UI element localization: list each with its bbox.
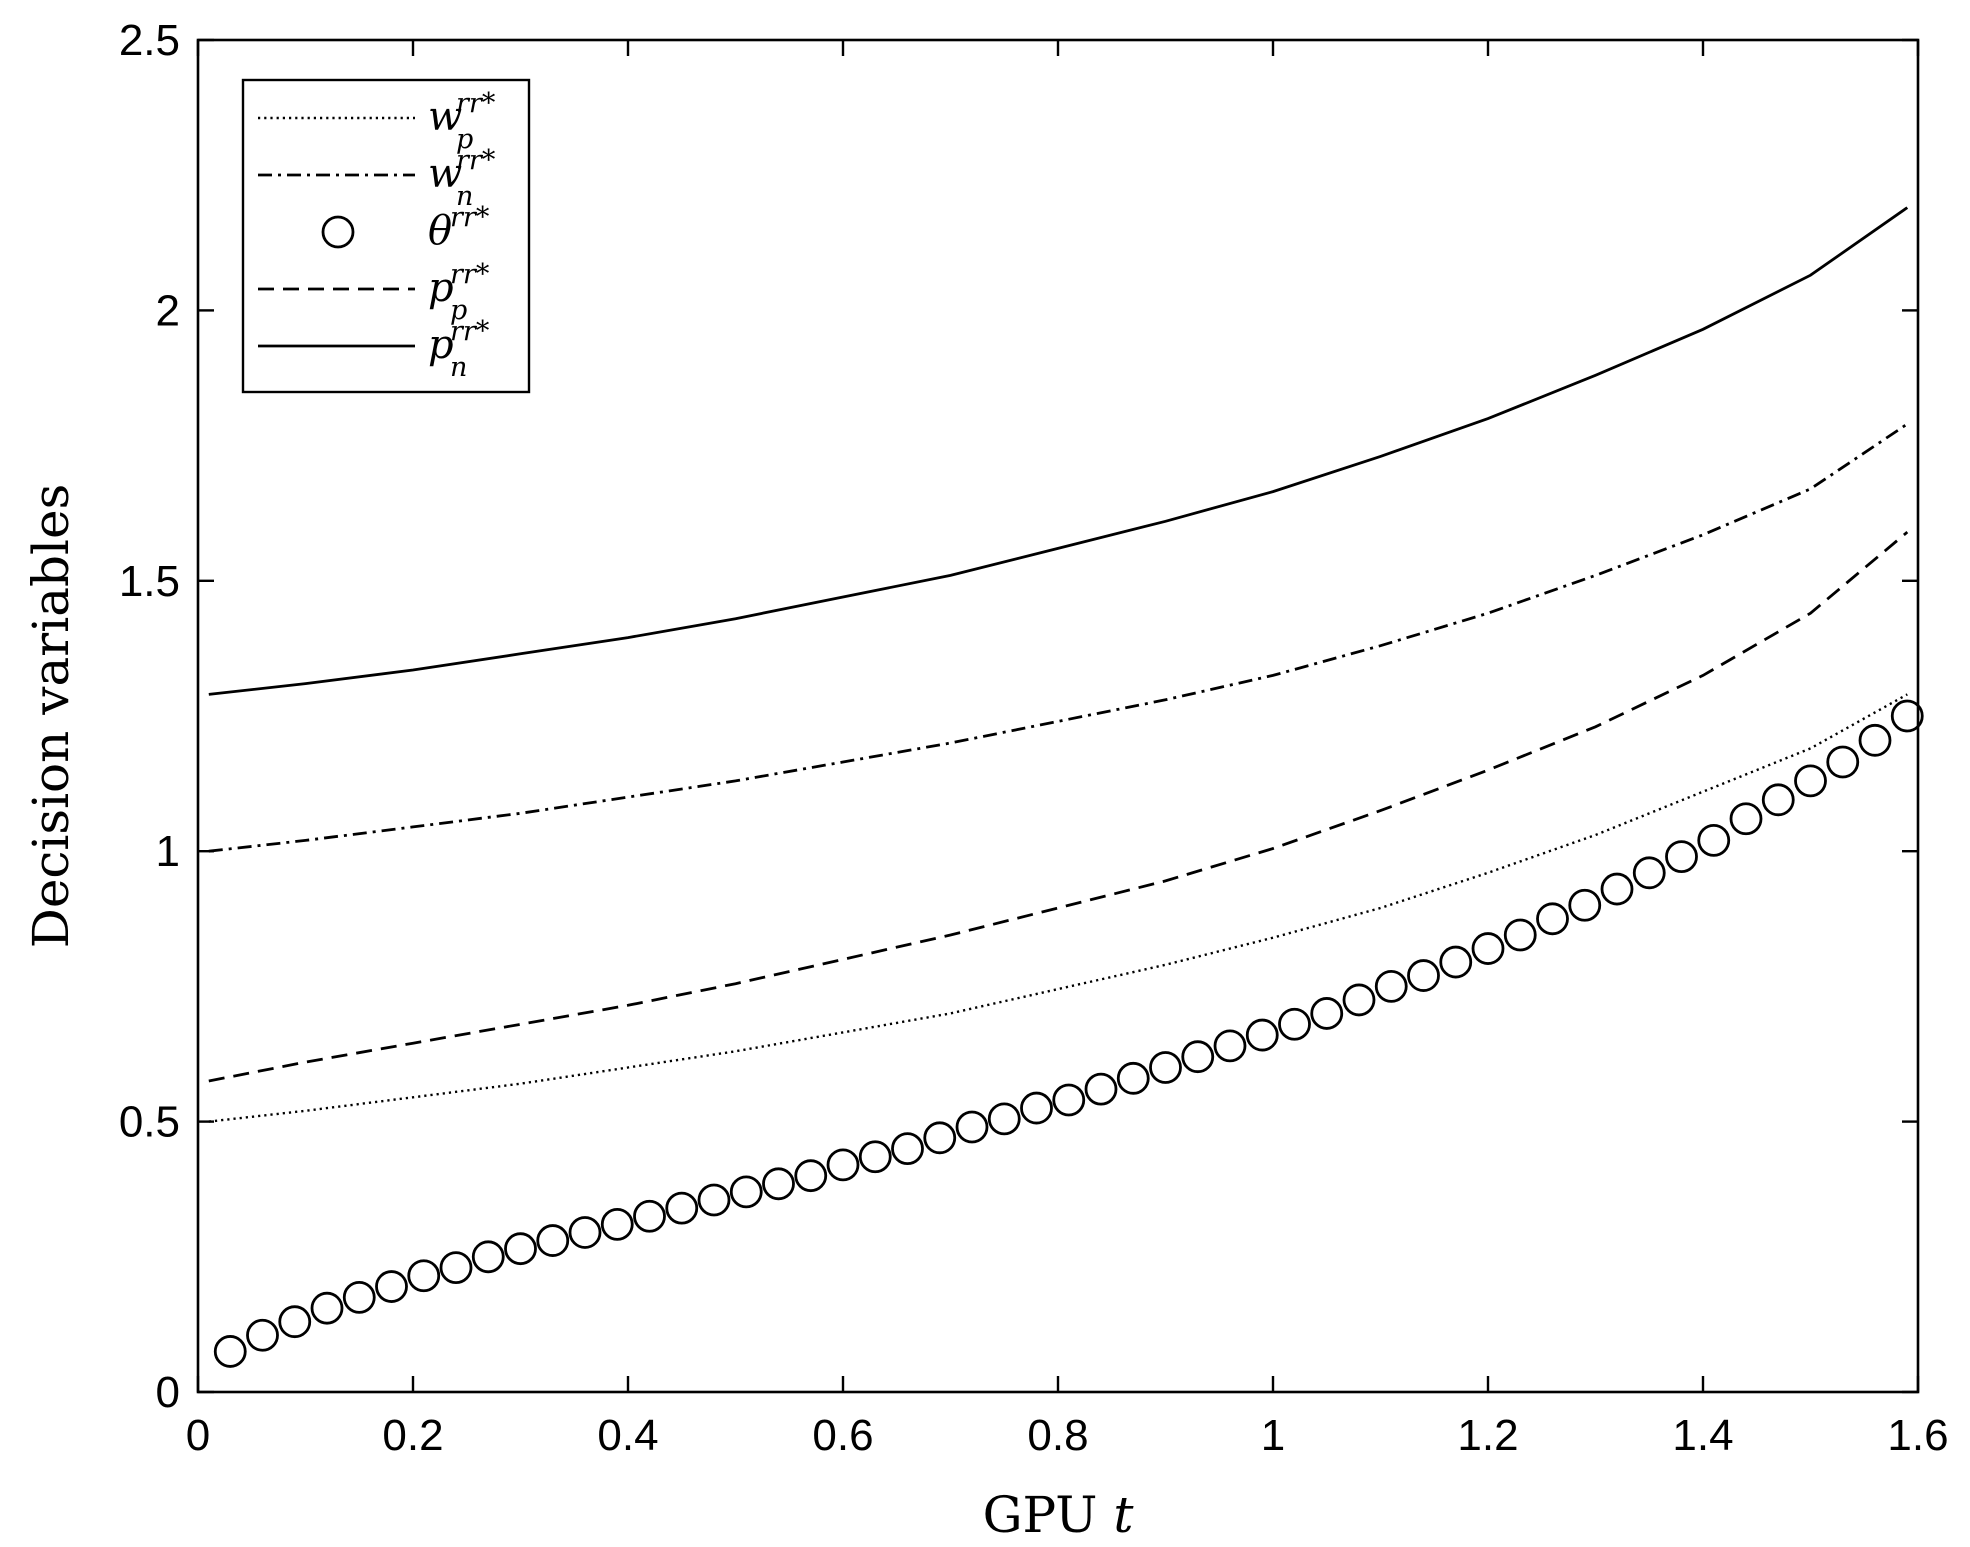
data-point xyxy=(858,1140,892,1174)
data-point xyxy=(568,1216,602,1249)
data-point xyxy=(1858,723,1892,757)
x-axis-title: GPU t xyxy=(983,1486,1135,1542)
data-point xyxy=(1632,856,1666,890)
data-point xyxy=(1407,959,1440,992)
data-point xyxy=(1213,1029,1247,1063)
x-tick-label: 0 xyxy=(186,1411,210,1460)
data-point xyxy=(1697,823,1731,857)
data-point xyxy=(665,1191,699,1225)
y-tick-label: 0.5 xyxy=(119,1098,180,1147)
legend-item: wrr* n xyxy=(258,145,496,212)
data-point xyxy=(1278,1007,1311,1041)
data-point xyxy=(826,1148,860,1182)
data-point xyxy=(923,1121,957,1155)
series-line xyxy=(208,531,1909,1083)
series-4 xyxy=(208,531,1909,1083)
legend-label: wrr* p xyxy=(428,88,496,155)
data-point xyxy=(1149,1051,1182,1084)
y-tick-label: 1 xyxy=(156,827,180,876)
legend-item: θrr* xyxy=(321,202,490,254)
x-tick-label: 0.8 xyxy=(1027,1411,1088,1460)
data-point xyxy=(1729,802,1763,836)
data-point xyxy=(600,1207,634,1241)
data-point xyxy=(633,1199,666,1233)
data-point xyxy=(1794,764,1827,798)
data-point xyxy=(1665,840,1698,874)
data-point xyxy=(1761,783,1795,817)
data-point xyxy=(1890,699,1924,733)
data-point xyxy=(439,1251,473,1285)
legend-item: wrr* p xyxy=(258,88,496,155)
series-line xyxy=(208,206,1909,696)
y-tick-label: 2.5 xyxy=(119,16,180,65)
series-1 xyxy=(208,693,1908,1123)
data-point xyxy=(1503,918,1537,952)
data-point xyxy=(1826,745,1860,779)
data-point xyxy=(1536,902,1569,936)
legend-marker xyxy=(321,215,355,249)
data-point xyxy=(891,1132,924,1166)
data-point xyxy=(1020,1091,1053,1125)
data-point xyxy=(471,1240,505,1274)
data-point xyxy=(342,1280,376,1314)
data-point xyxy=(1342,983,1376,1017)
data-point xyxy=(310,1291,344,1325)
data-point xyxy=(762,1167,795,1201)
data-point xyxy=(213,1335,247,1368)
data-point xyxy=(1084,1072,1118,1106)
data-point xyxy=(1568,888,1602,922)
data-point xyxy=(1310,997,1344,1030)
x-tick-label: 0.6 xyxy=(812,1411,873,1460)
x-tick-label: 1.4 xyxy=(1672,1411,1733,1460)
legend-item: prr* n xyxy=(258,316,490,383)
data-point xyxy=(536,1224,570,1257)
x-tick-label: 1 xyxy=(1261,1411,1285,1460)
data-point xyxy=(729,1175,763,1209)
series-3 xyxy=(213,699,1924,1368)
data-point xyxy=(697,1183,731,1217)
legend-label: prr* n xyxy=(428,316,490,383)
data-point xyxy=(955,1110,989,1144)
data-point xyxy=(1116,1061,1150,1095)
legend-label: wrr* n xyxy=(428,145,496,212)
data-point xyxy=(1439,945,1473,979)
legend-item: prr* p xyxy=(258,259,490,326)
x-tick-label: 1.2 xyxy=(1457,1411,1518,1460)
data-point xyxy=(1600,872,1634,906)
x-axis: 0 0.2 0.4 0.6 0.8 1 1.2 1.4 1.6 xyxy=(186,40,1949,1460)
data-point xyxy=(794,1159,828,1193)
x-tick-label: 0.2 xyxy=(382,1411,443,1460)
data-point xyxy=(246,1318,279,1352)
x-tick-label: 1.6 xyxy=(1887,1411,1948,1460)
legend-box xyxy=(241,78,531,394)
data-point xyxy=(1245,1018,1279,1052)
y-axis-title: Decision variables xyxy=(22,484,80,949)
x-tick-label: 0.4 xyxy=(597,1411,658,1460)
series-2 xyxy=(208,422,1909,853)
data-point xyxy=(1471,932,1505,965)
data-point xyxy=(1052,1083,1086,1117)
data-point xyxy=(987,1102,1021,1136)
data-point xyxy=(1374,970,1408,1003)
series-line xyxy=(208,693,1908,1123)
y-tick-label: 2 xyxy=(156,286,180,335)
plot-series xyxy=(208,206,1924,1368)
data-point xyxy=(375,1270,408,1303)
series-line xyxy=(208,422,1909,853)
legend-label: θrr* xyxy=(428,202,490,254)
legend-label: prr* p xyxy=(428,259,490,326)
y-axis: 0 0.5 1 1.5 2 2.5 xyxy=(119,16,1918,1417)
data-point xyxy=(278,1305,312,1339)
y-tick-label: 0 xyxy=(156,1368,180,1417)
y-tick-label: 1.5 xyxy=(119,557,180,606)
data-point xyxy=(504,1232,537,1266)
data-point xyxy=(407,1259,441,1293)
data-point xyxy=(1181,1040,1215,1074)
series-5 xyxy=(208,206,1909,696)
